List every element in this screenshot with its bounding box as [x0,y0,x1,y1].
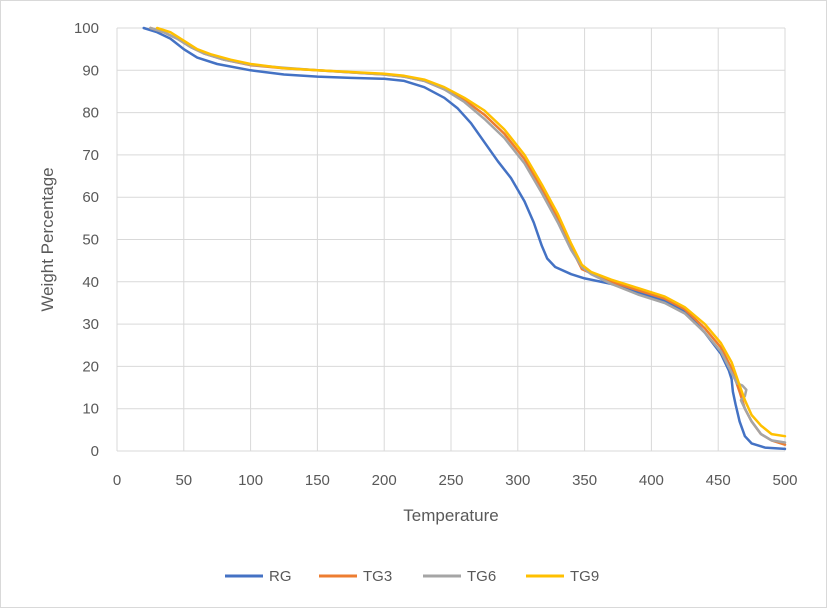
x-tick-label: 450 [706,472,731,489]
y-tick-label: 20 [82,358,99,375]
legend: RG TG3 TG6 TG9 [225,568,599,585]
x-axis-title: Temperature [403,506,498,525]
y-tick-label: 50 [82,232,99,249]
y-tick-label: 100 [74,20,99,37]
gridlines [116,27,786,452]
series-line-tg9 [155,26,787,438]
x-tick-label: 150 [305,472,330,489]
y-tick-label: 30 [82,316,99,333]
series-line-tg6 [149,26,787,444]
x-tick-label: 100 [238,472,263,489]
y-tick-label: 70 [82,147,99,164]
x-tick-label: 500 [772,472,797,489]
y-tick-label: 80 [82,105,99,122]
y-tick-label: 60 [82,189,99,206]
x-tick-label: 350 [572,472,597,489]
series-line-tg3 [149,26,787,446]
x-tick-label: 300 [505,472,530,489]
y-axis-title: Weight Percentage [38,167,57,311]
y-tick-label: 0 [91,443,99,460]
y-tick-label: 10 [82,401,99,418]
legend-label-tg3: TG3 [363,568,392,585]
x-tick-label: 250 [438,472,463,489]
y-tick-label: 40 [82,274,99,291]
y-tick-labels: 0 10 20 30 40 50 60 70 80 90 100 [74,20,99,460]
legend-label-tg6: TG6 [467,568,496,585]
x-tick-label: 0 [113,472,121,489]
x-tick-label: 50 [175,472,192,489]
y-tick-label: 90 [82,62,99,79]
series-line-rg [142,26,787,451]
series-lines [142,26,787,451]
legend-label-rg: RG [269,568,292,585]
x-tick-labels: 0 50 100 150 200 250 300 350 400 450 500 [113,472,798,489]
x-tick-label: 200 [372,472,397,489]
legend-label-tg9: TG9 [570,568,599,585]
x-tick-label: 400 [639,472,664,489]
